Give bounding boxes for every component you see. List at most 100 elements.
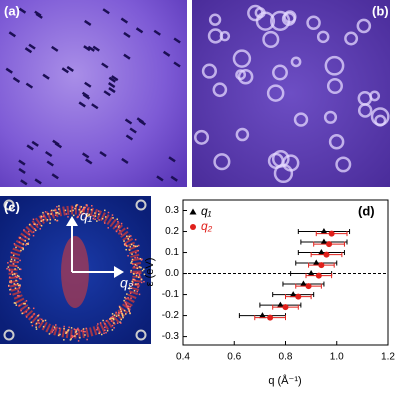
speckle [31, 324, 34, 327]
speckle [130, 243, 133, 246]
speckle [77, 340, 80, 342]
defect [83, 45, 91, 52]
speckle [9, 289, 11, 291]
speckle [94, 215, 97, 217]
defect [34, 10, 42, 17]
speckle [24, 303, 26, 305]
speckle [94, 218, 96, 221]
speckle [112, 217, 114, 219]
defect [153, 29, 161, 36]
speckle [42, 325, 45, 328]
point [328, 230, 335, 237]
speckle [9, 288, 12, 291]
bragg-peak [135, 329, 147, 341]
speckle [117, 220, 119, 223]
defect [25, 82, 34, 89]
speckle [14, 275, 17, 277]
speckle [120, 233, 123, 235]
speckle [99, 322, 102, 324]
axis-label: q₁ [80, 208, 93, 224]
speckle [78, 208, 80, 211]
speckle [137, 244, 140, 247]
speckle [125, 248, 127, 251]
speckle [58, 213, 60, 215]
speckle [120, 322, 122, 324]
speckle [100, 333, 103, 336]
speckle [76, 328, 79, 331]
defect [18, 159, 26, 166]
speckle [17, 266, 19, 269]
speckle [59, 333, 61, 336]
speckle [42, 320, 44, 322]
speckle [133, 290, 136, 292]
ring [374, 114, 387, 127]
ring [207, 28, 224, 44]
speckle [79, 336, 81, 339]
speckle [138, 274, 141, 277]
speckle [72, 209, 74, 212]
speckle [13, 302, 16, 304]
speckle [8, 268, 10, 271]
speckle [58, 208, 60, 210]
speckle [10, 258, 13, 261]
arrow-head [66, 216, 78, 226]
speckle [112, 317, 115, 320]
defect [87, 45, 96, 52]
defect [125, 134, 134, 141]
speckle [63, 325, 65, 328]
speckle [133, 265, 135, 268]
speckle [18, 304, 21, 307]
point [289, 291, 297, 298]
bragg-peak [135, 199, 147, 211]
ring [290, 56, 302, 68]
point [326, 241, 333, 248]
speckle [94, 212, 96, 214]
speckle [71, 334, 73, 337]
speckle [33, 228, 36, 230]
speckle [104, 216, 107, 218]
speckle [42, 211, 44, 214]
speckle [27, 307, 30, 309]
speckle [8, 269, 11, 272]
speckle [119, 229, 121, 232]
speckle [124, 244, 126, 247]
panel-label: (d) [358, 203, 375, 218]
defect [103, 90, 111, 97]
speckle [120, 222, 123, 225]
speckle [13, 243, 16, 245]
speckle [44, 211, 47, 213]
speckle [21, 312, 23, 315]
defect [5, 67, 13, 74]
speckle [40, 215, 43, 218]
speckle [131, 258, 134, 261]
speckle [21, 247, 23, 249]
speckle [26, 242, 28, 245]
speckle [12, 262, 15, 265]
speckle [19, 237, 21, 239]
speckle [18, 277, 21, 280]
speckle [22, 248, 24, 251]
defect [28, 43, 36, 50]
speckle [53, 326, 56, 328]
ring [212, 82, 228, 98]
speckle [125, 245, 128, 247]
speckle [130, 271, 132, 273]
speckle [92, 217, 95, 220]
speckle [133, 273, 135, 275]
speckle [138, 293, 141, 296]
defect [26, 144, 34, 151]
speckle [10, 251, 13, 254]
speckle [116, 218, 119, 220]
speckle [32, 218, 35, 221]
legend-label: q₂ [201, 219, 213, 233]
speckle [97, 323, 99, 325]
speckle [136, 267, 139, 270]
speckle [124, 296, 126, 299]
defect [8, 31, 17, 38]
point [315, 272, 322, 279]
point [267, 314, 274, 321]
speckle [67, 216, 69, 218]
speckle [23, 303, 25, 305]
speckle [86, 215, 89, 217]
ring [237, 68, 254, 85]
